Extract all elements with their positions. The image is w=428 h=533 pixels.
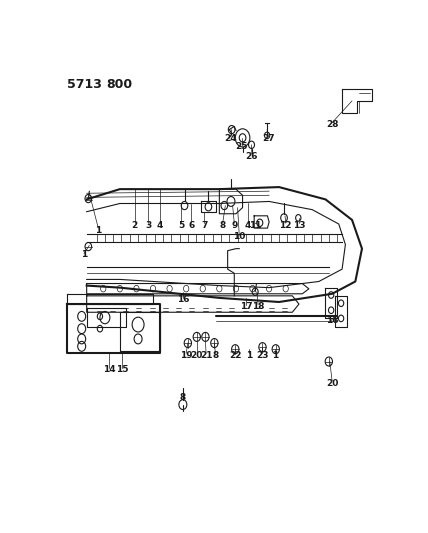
Text: 18: 18 <box>252 302 265 311</box>
Text: 24: 24 <box>225 134 237 143</box>
Text: 6: 6 <box>188 221 194 230</box>
Text: 1: 1 <box>81 251 87 259</box>
Text: 1: 1 <box>246 351 253 360</box>
Text: 17: 17 <box>240 302 252 311</box>
Text: 4: 4 <box>244 221 251 230</box>
Text: 5: 5 <box>178 221 184 230</box>
Text: 15: 15 <box>116 365 128 374</box>
Text: 12: 12 <box>279 221 292 230</box>
Text: 7: 7 <box>201 221 208 230</box>
Text: 8: 8 <box>220 221 226 230</box>
Text: 2: 2 <box>132 221 138 230</box>
Text: 23: 23 <box>256 351 269 360</box>
Text: 19: 19 <box>180 351 193 360</box>
Text: 20: 20 <box>326 379 338 388</box>
Text: 28: 28 <box>326 120 339 129</box>
Text: 20: 20 <box>190 351 203 360</box>
Text: 13: 13 <box>293 221 305 230</box>
Text: 5713: 5713 <box>67 78 101 91</box>
Text: 800: 800 <box>107 78 133 91</box>
Text: 8: 8 <box>180 393 186 402</box>
Text: 16: 16 <box>326 316 339 325</box>
Text: 10: 10 <box>233 232 245 241</box>
Text: 25: 25 <box>236 142 248 151</box>
Text: 27: 27 <box>262 134 275 143</box>
Text: 21: 21 <box>200 351 212 360</box>
Text: 1: 1 <box>272 351 278 360</box>
Text: 22: 22 <box>229 351 241 360</box>
Text: 11: 11 <box>249 221 262 230</box>
Text: 26: 26 <box>246 152 258 161</box>
Text: 14: 14 <box>103 365 116 374</box>
Text: 8: 8 <box>212 351 219 360</box>
Text: 16: 16 <box>177 295 189 304</box>
Text: 3: 3 <box>145 221 151 230</box>
Text: 9: 9 <box>231 221 238 230</box>
Text: 4: 4 <box>157 221 163 230</box>
Text: 1: 1 <box>95 225 101 235</box>
